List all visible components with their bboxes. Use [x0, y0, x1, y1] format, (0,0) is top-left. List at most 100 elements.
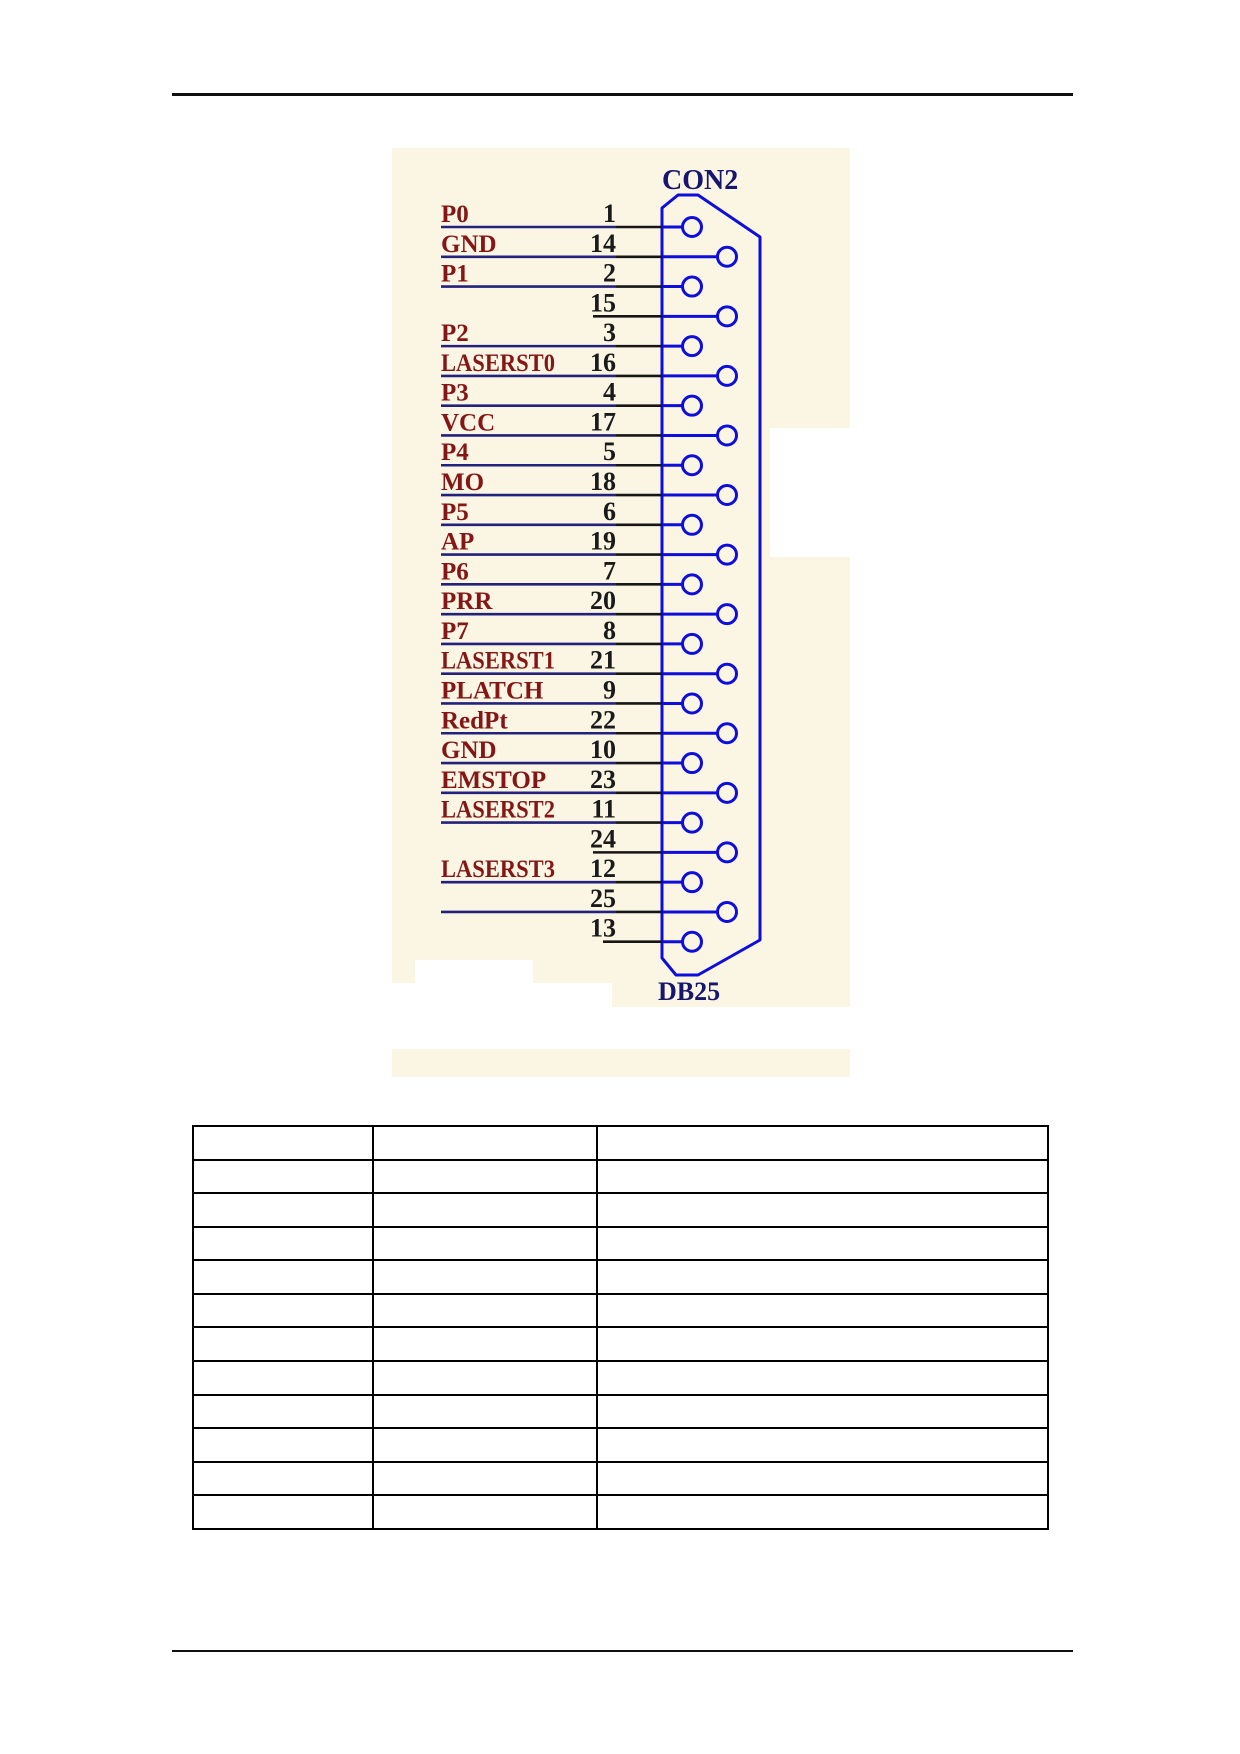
table-row [192, 1360, 1049, 1396]
table-cell [596, 1460, 1049, 1497]
pin-number: 4 [603, 378, 616, 407]
pin-number: 8 [603, 616, 616, 645]
pin-circle [681, 632, 703, 655]
pin-circle [681, 871, 703, 894]
pin-signal-label: AP [441, 529, 474, 556]
table-cell [596, 1259, 1049, 1295]
pin-number: 13 [590, 914, 616, 943]
pin-circle [716, 245, 738, 268]
db25-connector-outline [660, 193, 762, 977]
scan-artifact [770, 428, 850, 557]
pin-number: 7 [603, 556, 616, 585]
table-cell [192, 1427, 374, 1463]
pin-signal-label: P6 [441, 558, 469, 585]
table-row [192, 1225, 1049, 1262]
table-row [192, 1326, 1049, 1363]
pin-number: 9 [603, 675, 616, 704]
table-cell [372, 1192, 598, 1228]
pin-circle [716, 841, 738, 864]
table-cell [192, 1494, 374, 1530]
pin-number: 22 [590, 705, 616, 734]
scan-artifact [415, 960, 533, 984]
pin-circle [681, 454, 703, 477]
table-cell [192, 1460, 374, 1497]
pin-circle [716, 364, 738, 387]
pin-number: 12 [590, 854, 616, 883]
pin-number: 10 [590, 735, 616, 764]
table-cell [372, 1494, 598, 1530]
pin-signal-label: LASERST0 [441, 350, 555, 377]
pin-circle [716, 603, 738, 626]
pin-circle [716, 662, 738, 685]
pin-circle [681, 930, 703, 953]
table-cell [192, 1158, 374, 1195]
table-cell [596, 1494, 1049, 1530]
table-cell [372, 1225, 598, 1262]
pin-circle [716, 543, 738, 566]
pin-number: 24 [590, 824, 616, 853]
scan-artifact [392, 1007, 850, 1049]
table-cell [596, 1192, 1049, 1228]
table-row [192, 1494, 1049, 1530]
pin-circle [681, 513, 703, 536]
table-cell [192, 1192, 374, 1228]
pin-number: 5 [603, 437, 616, 466]
pin-signal-label: MO [441, 469, 484, 496]
table-row [192, 1158, 1049, 1195]
pin-signal-label: P5 [441, 499, 469, 526]
pin-circle [681, 573, 703, 596]
pin-number: 3 [603, 318, 616, 347]
table-cell [372, 1360, 598, 1396]
pin-circle [681, 394, 703, 417]
pin-circle [716, 424, 738, 447]
table-cell [596, 1326, 1049, 1363]
footer-rule [172, 1650, 1073, 1652]
pin-number: 25 [590, 884, 616, 913]
table-cell [192, 1326, 374, 1363]
table-cell [192, 1292, 374, 1329]
table-cell [596, 1125, 1049, 1161]
pin-circle [681, 811, 703, 834]
pin-number: 23 [590, 765, 616, 794]
header-rule [172, 93, 1073, 96]
pin-signal-label: PLATCH [441, 677, 544, 704]
pin-circle [716, 781, 738, 804]
pin-number: 11 [591, 795, 616, 824]
pin-signal-label: GND [441, 737, 497, 764]
pin-number: 18 [590, 467, 616, 496]
table-cell [372, 1125, 598, 1161]
table-row [192, 1259, 1049, 1295]
table-cell [596, 1292, 1049, 1329]
table-cell [372, 1158, 598, 1195]
pin-signal-label: LASERST1 [441, 648, 555, 675]
pin-number: 2 [603, 259, 616, 288]
table-cell [192, 1259, 374, 1295]
pin-signal-label: P1 [441, 261, 469, 288]
pin-number: 16 [590, 348, 616, 377]
pin-circle [716, 484, 738, 507]
pin-number: 19 [590, 527, 616, 556]
pin-number: 17 [590, 407, 616, 436]
pin-signal-label: EMSTOP [441, 767, 546, 794]
pin-signal-label: P0 [441, 201, 469, 228]
table-cell [372, 1259, 598, 1295]
table-cell [372, 1460, 598, 1497]
table-cell [596, 1360, 1049, 1396]
table-row [192, 1427, 1049, 1463]
pin-signal-label: P7 [441, 618, 469, 645]
table-cell [372, 1292, 598, 1329]
pin-number: 1 [603, 199, 616, 228]
pin-circle [716, 900, 738, 923]
table-cell [192, 1393, 374, 1430]
table-cell [192, 1125, 374, 1161]
pin-signal-label: RedPt [441, 707, 508, 734]
table-cell [372, 1427, 598, 1463]
pin-signal-label: PRR [441, 588, 493, 615]
table-row [192, 1125, 1049, 1161]
table-cell [372, 1326, 598, 1363]
table-row [192, 1393, 1049, 1430]
table-cell [596, 1225, 1049, 1262]
pin-rows: P0 1 GND 14 P1 215 P2 3 LASERST0 16 P3 4 VCC 17 P4 5 MO 1… [441, 199, 738, 953]
